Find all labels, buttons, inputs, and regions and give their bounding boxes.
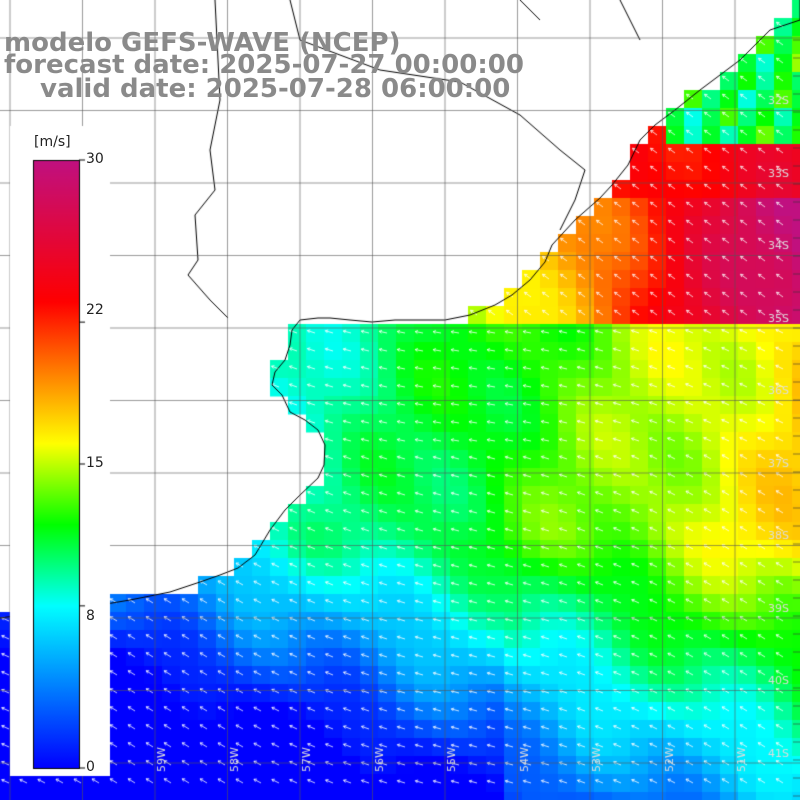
valid-date: valid date: 2025-07-28 06:00:00 (40, 74, 511, 104)
model-title: modelo GEFS-WAVE (NCEP) (4, 28, 401, 58)
colorbar-unit: [m/s] (34, 134, 71, 150)
colorbar-tick-30: 30 (86, 151, 104, 167)
colorbar-tick-15: 15 (86, 455, 104, 471)
forecast-date: forecast date: 2025-07-27 00:00:00 (4, 50, 524, 80)
colorbar-tick-8: 8 (86, 608, 95, 624)
colorbar-tick-22: 22 (86, 302, 104, 318)
colorbar-tick-0: 0 (86, 759, 95, 775)
